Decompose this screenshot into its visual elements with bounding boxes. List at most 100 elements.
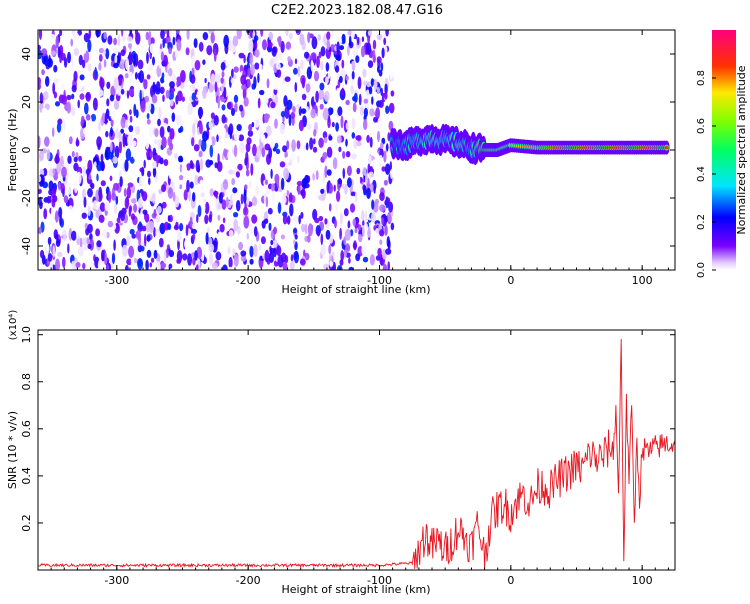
noise-cell: [47, 236, 52, 245]
noise-cell: [336, 190, 341, 202]
noise-cell: [126, 90, 130, 99]
spectrogram-y-ticks: -40 -20 0 20 40: [20, 47, 675, 255]
noise-cell: [146, 51, 149, 64]
noise-cell: [168, 67, 173, 77]
noise-cell: [145, 137, 150, 150]
noise-cell: [257, 97, 261, 109]
colorbar-tick-label: 0.4: [696, 166, 707, 182]
noise-cell: [161, 136, 167, 149]
noise-cell: [148, 177, 151, 185]
noise-cell: [235, 200, 241, 212]
noise-cell: [311, 36, 318, 50]
noise-cell: [49, 34, 56, 41]
noise-cell: [178, 155, 183, 162]
noise-cell: [320, 233, 324, 246]
noise-cell: [305, 131, 309, 137]
noise-cell: [160, 51, 164, 62]
noise-cell: [176, 258, 182, 264]
noise-cell: [306, 66, 313, 80]
noise-cell: [123, 188, 127, 197]
noise-cell: [98, 62, 102, 71]
noise-cell: [162, 54, 168, 67]
noise-cell: [247, 67, 251, 77]
noise-cell: [234, 102, 238, 113]
noise-cell: [221, 71, 225, 78]
noise-cell: [151, 94, 158, 104]
noise-cell: [61, 166, 67, 178]
noise-cell: [123, 30, 128, 38]
noise-cell: [280, 40, 285, 53]
noise-cell: [255, 185, 260, 196]
noise-cell: [110, 141, 113, 153]
noise-cell: [374, 198, 379, 205]
colorbar-gradient: [712, 30, 736, 270]
noise-cell: [324, 218, 328, 225]
noise-cell: [96, 136, 102, 148]
noise-cell: [149, 191, 152, 198]
noise-cell: [113, 182, 119, 191]
noise-cell: [339, 212, 343, 225]
noise-cell: [320, 60, 324, 71]
y-tick-label: -40: [20, 237, 33, 255]
noise-cell: [343, 208, 349, 217]
noise-cell: [114, 201, 118, 214]
noise-cell: [208, 214, 213, 223]
noise-cell: [62, 188, 65, 198]
noise-cell: [79, 93, 85, 100]
noise-cell: [373, 78, 378, 91]
noise-cell: [287, 56, 291, 62]
noise-cell: [290, 152, 296, 162]
noise-cell: [380, 254, 383, 266]
noise-cell: [38, 227, 42, 234]
noise-cell: [349, 203, 356, 213]
x-tick-label: 0: [507, 274, 514, 287]
noise-cell: [82, 237, 88, 246]
noise-cell: [180, 70, 186, 83]
noise-cell: [339, 259, 344, 266]
noise-cell: [156, 205, 162, 214]
noise-cell: [305, 170, 311, 176]
noise-cell: [289, 260, 295, 270]
noise-cell: [186, 179, 190, 193]
noise-cell: [157, 118, 161, 127]
noise-cell: [65, 252, 69, 262]
noise-cell: [322, 131, 328, 139]
noise-cell: [76, 171, 82, 185]
noise-cell: [130, 256, 135, 267]
noise-cell: [383, 37, 387, 46]
noise-cell: [254, 41, 258, 50]
noise-cell: [379, 229, 385, 237]
noise-cell: [95, 228, 100, 237]
spectrogram-signal-track: [389, 123, 670, 166]
noise-cell: [355, 135, 362, 141]
noise-cell: [341, 89, 344, 96]
noise-cell: [135, 229, 141, 240]
noise-cell: [179, 223, 184, 232]
noise-cell: [149, 262, 153, 268]
noise-cell: [146, 74, 151, 80]
noise-cell: [254, 49, 260, 58]
noise-cell: [380, 142, 384, 149]
noise-cell: [86, 237, 90, 245]
noise-cell: [386, 197, 391, 206]
noise-cell: [124, 197, 129, 210]
noise-cell: [379, 192, 385, 202]
noise-cell: [353, 240, 357, 251]
noise-cell: [289, 203, 294, 217]
noise-cell: [351, 153, 357, 160]
noise-cell: [322, 107, 329, 121]
noise-cell: [377, 247, 382, 257]
noise-cell: [56, 122, 62, 133]
colorbar-ticks: 0.0 0.2 0.4 0.6 0.8: [696, 70, 716, 278]
noise-cell: [316, 263, 319, 270]
noise-cell: [276, 68, 282, 78]
noise-cell: [117, 74, 123, 86]
noise-cell: [146, 150, 150, 158]
noise-cell: [198, 80, 204, 93]
noise-cell: [364, 210, 368, 223]
noise-cell: [347, 30, 353, 36]
noise-cell: [235, 171, 240, 178]
noise-cell: [218, 192, 223, 204]
noise-cell: [323, 90, 330, 102]
noise-cell: [158, 237, 164, 248]
